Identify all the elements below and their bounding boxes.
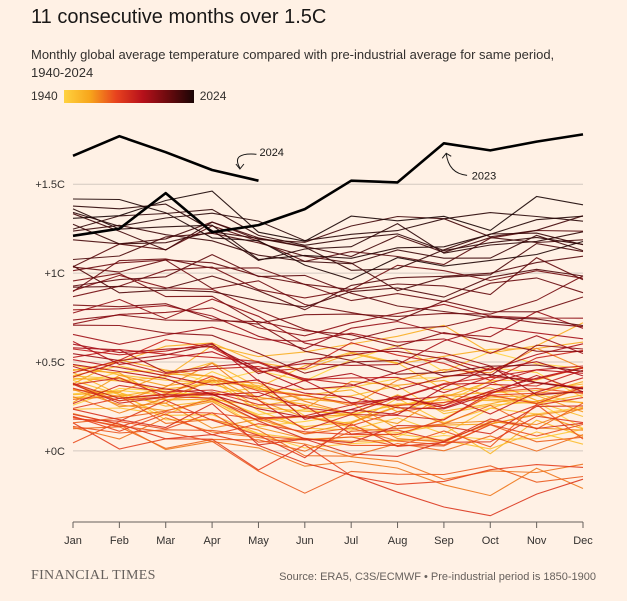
annotation-label-2023: 2023	[472, 170, 496, 182]
source-note: Source: ERA5, C3S/ECMWF • Pre-industrial…	[279, 571, 596, 583]
x-tick-label: Jun	[296, 535, 314, 547]
year-series-line	[72, 259, 584, 322]
year-series-line	[72, 305, 584, 350]
legend-end-label: 2024	[199, 89, 227, 103]
year-series-line	[72, 391, 584, 436]
year-series-line	[72, 397, 584, 457]
year-series-line	[72, 208, 584, 252]
year-series-line	[72, 264, 584, 299]
legend-start-label: 1940	[31, 89, 58, 103]
year-series-line	[72, 364, 584, 418]
year-series-line	[72, 403, 584, 448]
legend-gradient-bar	[63, 89, 194, 103]
x-tick-label: Oct	[482, 535, 499, 547]
year-series-line	[72, 211, 584, 242]
year-series-line	[72, 422, 584, 485]
year-series-line	[72, 381, 584, 415]
year-series-line	[72, 387, 584, 442]
y-tick-label: +1.5C	[35, 179, 65, 191]
year-series-line	[72, 341, 584, 390]
year-series-line	[72, 298, 584, 377]
year-series-line	[72, 341, 584, 372]
series-line-2023	[72, 133, 584, 238]
year-series-line	[72, 380, 584, 443]
x-tick-label: Nov	[527, 535, 547, 547]
year-series-line	[72, 324, 584, 390]
year-series-line	[72, 303, 584, 375]
year-series-line	[72, 258, 584, 302]
year-series-line	[72, 326, 584, 355]
year-series-line	[72, 365, 584, 404]
year-series-line	[72, 213, 584, 251]
year-series-line	[72, 224, 584, 265]
year-series-line	[72, 190, 584, 242]
annotation-arrow-2023	[445, 153, 468, 176]
x-tick-label: Dec	[573, 535, 593, 547]
year-series-line	[72, 326, 584, 370]
x-tick-label: Apr	[204, 535, 221, 547]
year-series-line	[72, 369, 584, 414]
year-series-line	[72, 395, 584, 457]
year-series-line	[72, 221, 584, 258]
y-tick-label: +1C	[45, 268, 66, 280]
year-series-line	[72, 372, 584, 428]
year-series-line	[72, 198, 584, 281]
year-series-line	[72, 377, 584, 444]
chart-subtitle: Monthly global average temperature compa…	[31, 47, 555, 80]
year-series-line	[72, 398, 584, 446]
y-tick-label: +0.5C	[35, 357, 65, 369]
x-tick-label: Sep	[434, 535, 454, 547]
year-series-line	[72, 257, 584, 296]
year-series-line	[72, 412, 584, 447]
year-series-line	[72, 303, 584, 337]
annotation-label-2024: 2024	[259, 147, 283, 159]
annotation-arrowhead-2023	[441, 152, 452, 159]
annotation-arrow-2024	[236, 153, 257, 169]
year-series-line	[72, 417, 584, 480]
x-tick-label: Feb	[110, 535, 129, 547]
year-series-line	[72, 413, 584, 517]
year-series-line	[72, 377, 584, 415]
x-tick-label: Mar	[156, 535, 175, 547]
year-series-line	[72, 208, 584, 261]
year-series-line	[72, 361, 584, 415]
year-series-line	[72, 253, 584, 327]
year-series-line	[72, 347, 584, 391]
x-tick-label: Jul	[344, 535, 358, 547]
year-series-line	[72, 223, 584, 271]
year-series-line	[72, 314, 584, 353]
y-tick-label: +0C	[45, 446, 66, 458]
year-series-line	[72, 203, 584, 261]
year-series-line	[72, 255, 584, 311]
x-tick-label: Jan	[64, 535, 82, 547]
x-tick-label: Aug	[388, 535, 408, 547]
year-series-line	[72, 265, 584, 308]
ft-logo: FINANCIAL TIMES	[31, 568, 156, 583]
series-line-2024	[72, 134, 259, 182]
year-series-line	[72, 359, 584, 420]
chart-title: 11 consecutive months over 1.5C	[31, 6, 327, 28]
year-series-line	[72, 375, 584, 409]
annotation-arrowhead-2024	[235, 163, 245, 170]
x-tick-label: May	[248, 535, 269, 547]
color-legend: 1940 2024	[31, 88, 226, 104]
year-series-line	[72, 342, 584, 410]
